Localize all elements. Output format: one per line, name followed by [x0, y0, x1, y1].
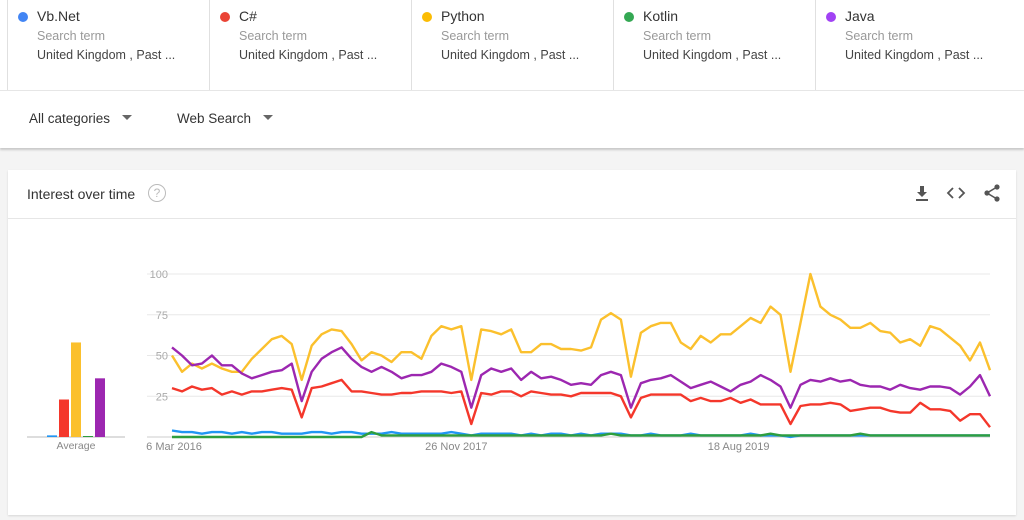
category-dropdown[interactable]: All categories — [29, 111, 133, 126]
download-icon[interactable] — [911, 182, 933, 204]
term-name: Kotlin — [643, 8, 679, 24]
term-location: United Kingdom , Past ... — [845, 48, 984, 62]
card-header: Interest over time ? — [8, 170, 1016, 219]
search-term-card[interactable]: Vb.Net Search term United Kingdom , Past… — [7, 0, 209, 90]
series-line-java — [171, 346, 992, 409]
term-location: United Kingdom , Past ... — [643, 48, 782, 62]
y-tick-label: 25 — [156, 391, 168, 403]
search-term-card[interactable]: Java Search term United Kingdom , Past .… — [815, 0, 1017, 90]
search-type-dropdown[interactable]: Web Search — [177, 111, 274, 126]
caret-down-icon — [263, 114, 274, 120]
average-bar — [59, 399, 69, 437]
x-tick-label: 6 Mar 2016 — [146, 441, 202, 453]
term-location: United Kingdom , Past ... — [239, 48, 378, 62]
average-label: Average — [57, 440, 96, 452]
term-type: Search term — [37, 29, 106, 43]
x-tick-label: 26 Nov 2017 — [425, 441, 487, 453]
card-title: Interest over time — [27, 186, 136, 202]
search-term-card[interactable]: Kotlin Search term United Kingdom , Past… — [613, 0, 815, 90]
search-term-card[interactable]: Python Search term United Kingdom , Past… — [411, 0, 613, 90]
term-name: Java — [845, 8, 875, 24]
series-line-c — [171, 378, 991, 428]
series-line-kotlin — [172, 430, 990, 439]
help-icon[interactable]: ? — [148, 184, 166, 202]
embed-icon[interactable] — [945, 182, 967, 204]
term-name: Python — [441, 8, 485, 24]
caret-down-icon — [122, 114, 133, 120]
search-term-card[interactable]: C# Search term United Kingdom , Past ... — [209, 0, 411, 90]
series-color-dot — [422, 12, 432, 22]
term-type: Search term — [845, 29, 914, 43]
search-type-label: Web Search — [177, 111, 252, 126]
series-color-dot — [220, 12, 230, 22]
average-bar — [47, 435, 57, 437]
average-bar — [95, 378, 105, 437]
y-tick-label: 50 — [156, 351, 168, 363]
series-color-dot — [624, 12, 634, 22]
term-name: Vb.Net — [37, 8, 80, 24]
series-color-dot — [18, 12, 28, 22]
interest-over-time-card: Interest over time ? — [8, 170, 1016, 515]
term-location: United Kingdom , Past ... — [37, 48, 176, 62]
y-tick-label: 100 — [150, 269, 168, 281]
term-type: Search term — [441, 29, 510, 43]
series-line-python — [170, 272, 992, 382]
category-label: All categories — [29, 111, 111, 126]
series-color-dot — [826, 12, 836, 22]
term-type: Search term — [643, 29, 712, 43]
term-name: C# — [239, 8, 257, 24]
term-type: Search term — [239, 29, 308, 43]
filters-bar: All categories Web Search — [0, 90, 1024, 148]
average-bar — [83, 436, 93, 437]
x-tick-label: 18 Aug 2019 — [708, 441, 770, 453]
share-icon[interactable] — [981, 182, 1003, 204]
search-terms-bar: Vb.Net Search term United Kingdom , Past… — [0, 0, 1024, 90]
average-bar — [71, 342, 81, 437]
y-tick-label: 75 — [156, 310, 168, 322]
term-location: United Kingdom , Past ... — [441, 48, 580, 62]
